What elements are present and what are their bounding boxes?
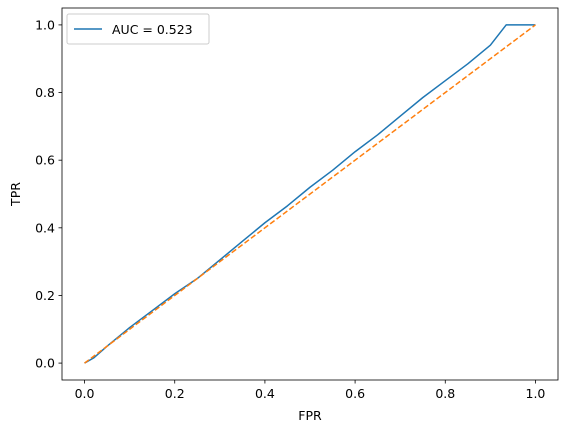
plot-frame — [61, 7, 559, 381]
legend-box — [66, 13, 210, 45]
x-tick-label: 0.4 — [255, 386, 275, 401]
chance-line — [84, 24, 536, 364]
y-tick-label: 1.0 — [35, 17, 55, 32]
y-axis-label: TPR — [8, 182, 23, 207]
x-tick-label: 1.0 — [526, 386, 546, 401]
y-tick-label: 0.2 — [35, 288, 55, 303]
x-tick-label: 0.0 — [75, 386, 95, 401]
legend: AUC = 0.523 — [66, 13, 210, 45]
roc-curve-line — [84, 24, 536, 364]
y-tick-label: 0.0 — [35, 356, 55, 371]
legend-label-auc: AUC = 0.523 — [112, 22, 193, 37]
y-tick-label: 0.4 — [35, 220, 55, 235]
x-axis: 0.0 0.2 0.4 0.6 0.8 1.0 — [75, 380, 546, 401]
y-tick-label: 0.6 — [35, 153, 55, 168]
x-axis-label: FPR — [298, 408, 322, 423]
y-axis: 0.0 0.2 0.4 0.6 0.8 1.0 — [35, 17, 62, 371]
x-tick-label: 0.2 — [165, 386, 185, 401]
series-layer — [84, 24, 536, 364]
x-tick-label: 0.8 — [435, 386, 455, 401]
y-tick-label: 0.8 — [35, 85, 55, 100]
x-tick-label: 0.6 — [345, 386, 365, 401]
